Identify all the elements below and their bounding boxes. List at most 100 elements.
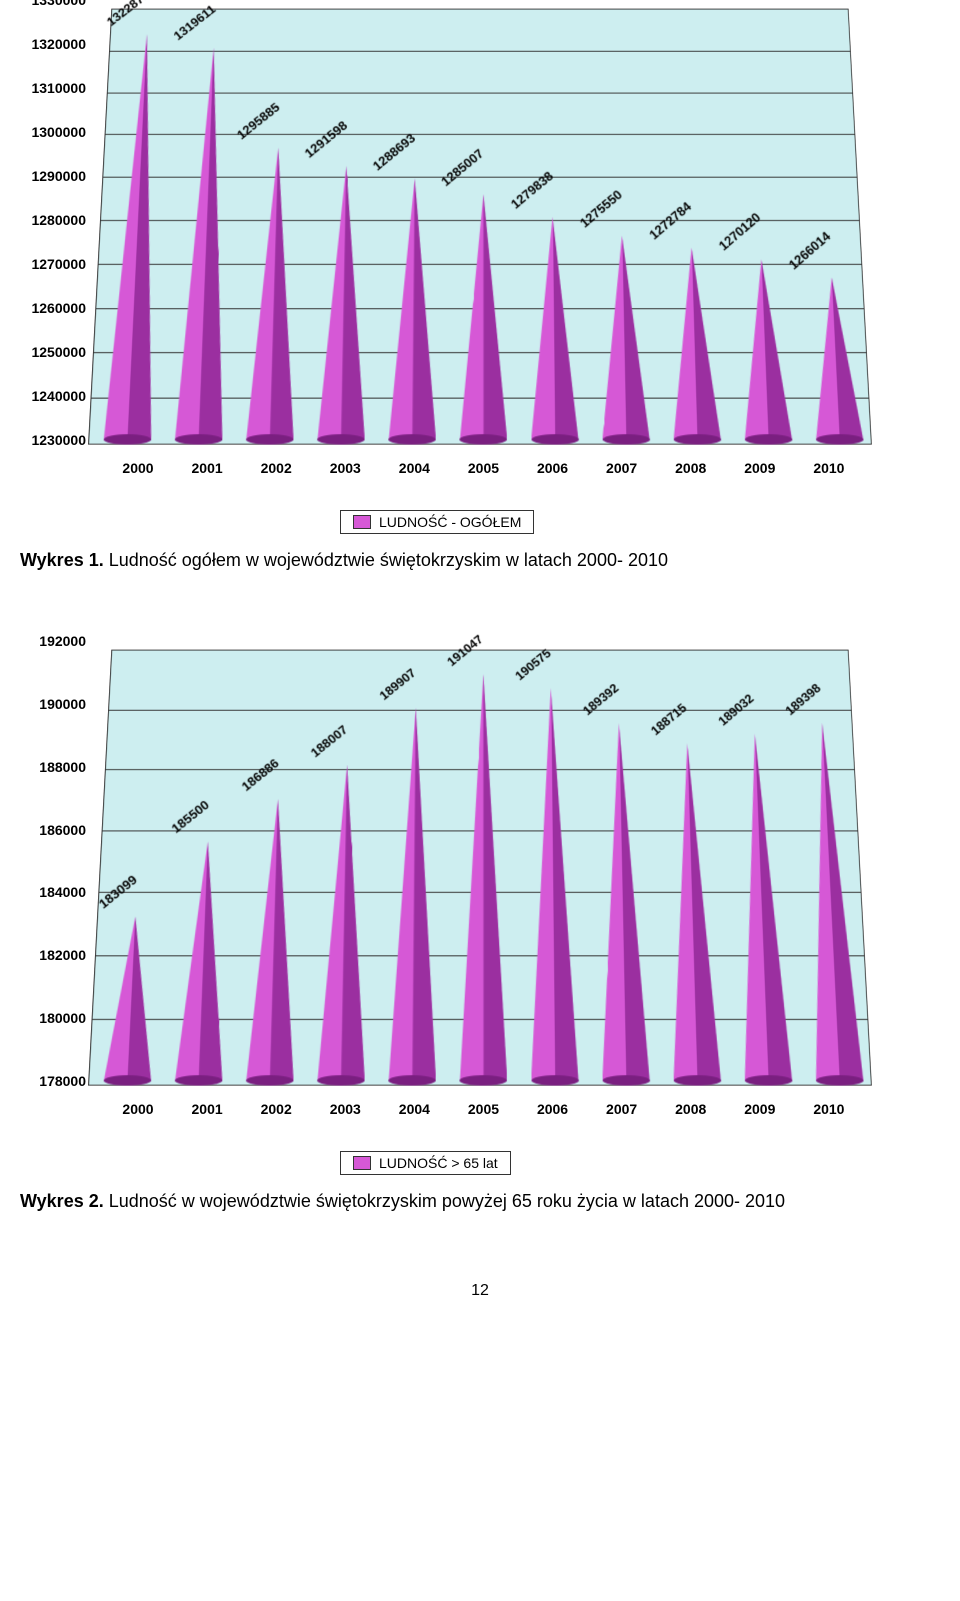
cone-value-label: 190575 <box>512 646 554 683</box>
x-tick-label: 2009 <box>744 1101 775 1117</box>
x-tick-label: 2001 <box>192 1101 223 1117</box>
chart2-caption-text: Ludność w województwie świętokrzyskim po… <box>104 1191 785 1211</box>
gridline <box>106 769 854 770</box>
x-tick-label: 2007 <box>606 1101 637 1117</box>
chart-ludnosc-65: 178000 180000 182000 184000 186000 188000 1900… <box>20 641 870 1141</box>
cone-value-label: 1291598 <box>302 118 350 161</box>
cone-value-label: 1285007 <box>439 146 487 189</box>
x-tick-label: 2002 <box>261 1101 292 1117</box>
x-tick-label: 2004 <box>399 460 430 476</box>
cone-value-label: 1275550 <box>577 187 625 230</box>
chart2-cones: 1830991855001868861880071899071910471905… <box>88 650 872 1086</box>
y-tick-label: 1310000 <box>31 80 86 96</box>
chart1-legend-swatch <box>353 515 371 529</box>
cone-bar: 1285007 <box>460 190 507 444</box>
cone-bar: 1295885 <box>246 144 301 445</box>
gridline <box>108 92 852 93</box>
cone-bar: 1266014 <box>808 273 863 444</box>
x-tick-label: 2008 <box>675 460 706 476</box>
y-tick-label: 1240000 <box>31 388 86 404</box>
page-number: 12 <box>20 1282 940 1300</box>
cone-value-label: 188715 <box>647 701 689 738</box>
x-tick-label: 2006 <box>537 1101 568 1117</box>
cone-bar: 1272784 <box>668 244 721 445</box>
x-tick-label: 2009 <box>744 460 775 476</box>
cone-bar: 183099 <box>103 913 158 1086</box>
chart1-plot: 1322879 1319611 1295885 1291598 1288693 12850… <box>100 0 860 440</box>
x-tick-label: 2000 <box>122 460 153 476</box>
y-tick-label: 178000 <box>39 1073 86 1089</box>
x-tick-label: 2004 <box>399 1101 430 1117</box>
cone-value-label: 189392 <box>579 681 621 718</box>
cone-value-label: 1270120 <box>715 210 763 254</box>
cone-bar: 188715 <box>665 740 722 1086</box>
cone-value-label: 186886 <box>239 755 282 793</box>
cone-value-label: 1266014 <box>786 228 834 272</box>
chart1-caption-lead: Wykres 1. <box>20 550 104 570</box>
y-tick-label: 1260000 <box>31 300 86 316</box>
cone-value-label: 1288693 <box>370 130 418 173</box>
x-tick-label: 2007 <box>606 460 637 476</box>
x-tick-label: 2010 <box>813 460 844 476</box>
chart2-legend-label: LUDNOŚĆ > 65 lat <box>379 1155 498 1171</box>
x-tick-label: 2008 <box>675 1101 706 1117</box>
y-tick-label: 182000 <box>39 947 86 963</box>
y-tick-label: 180000 <box>39 1010 86 1026</box>
cone-value-label: 1322879 <box>104 0 152 29</box>
cone-value-label: 1279838 <box>507 168 555 211</box>
chart1-caption-text: Ludność ogółem w województwie świętokrzy… <box>104 550 668 570</box>
cone-bar: 1319611 <box>175 44 237 445</box>
chart1-y-axis-labels: 1230000124000012500001260000127000012800… <box>20 0 92 440</box>
y-tick-label: 190000 <box>39 696 86 712</box>
chart1-legend-label: LUDNOŚĆ - OGÓŁEM <box>379 514 521 530</box>
chart2-legend: LUDNOŚĆ > 65 lat <box>340 1151 511 1175</box>
y-tick-label: 188000 <box>39 759 86 775</box>
y-tick-label: 1290000 <box>31 168 86 184</box>
x-tick-label: 2006 <box>537 460 568 476</box>
x-tick-label: 2003 <box>330 1101 361 1117</box>
cone-bar: 190575 <box>528 684 578 1086</box>
gridline <box>109 709 851 710</box>
cone-value-label: 189398 <box>782 680 823 717</box>
gridline <box>110 51 850 52</box>
chart2-x-axis-labels: 2000 2001 2002 2003 2004 2005 2006 2007 2008 2009… <box>100 1101 860 1121</box>
chart2-y-axis-labels: 1780001800001820001840001860001880001900… <box>20 641 92 1081</box>
cone-bar: 189392 <box>596 719 650 1085</box>
cone-value-label: 1319611 <box>171 2 218 43</box>
y-tick-label: 184000 <box>39 884 86 900</box>
cone-value-label: 189907 <box>377 665 419 702</box>
cone-bar: 1279838 <box>529 213 578 445</box>
cone-value-label: 1272784 <box>646 199 694 243</box>
gridline <box>106 134 855 135</box>
x-tick-label: 2005 <box>468 1101 499 1117</box>
y-tick-label: 1330000 <box>31 0 86 8</box>
cone-bar: 189398 <box>799 719 863 1086</box>
y-tick-label: 186000 <box>39 822 86 838</box>
chart1-legend: LUDNOŚĆ - OGÓŁEM <box>340 510 534 534</box>
chart2-legend-swatch <box>353 1156 371 1170</box>
chart2-caption-lead: Wykres 2. <box>20 1191 104 1211</box>
cone-bar: 188007 <box>317 761 370 1086</box>
y-tick-label: 1280000 <box>31 212 86 228</box>
gridline <box>103 830 858 831</box>
y-tick-label: 192000 <box>39 633 86 649</box>
chart-ludnosc-ogolem: 1230000124000012500001260000127000012800… <box>20 0 870 500</box>
x-tick-label: 2010 <box>813 1101 844 1117</box>
x-tick-label: 2001 <box>192 460 223 476</box>
chart1-x-axis-labels: 2000200120022003200420052006200720082009… <box>100 460 860 480</box>
chart1-caption: Wykres 1. Ludność ogółem w województwie … <box>20 550 940 571</box>
x-tick-label: 2000 <box>122 1101 153 1117</box>
y-tick-label: 1300000 <box>31 124 86 140</box>
cone-value-label: 191047 <box>444 632 486 669</box>
cone-value-label: 188007 <box>308 722 350 760</box>
cone-bar: 1270120 <box>738 255 792 444</box>
cone-bar: 189907 <box>389 704 439 1086</box>
y-tick-label: 1230000 <box>31 432 86 448</box>
chart2-plot: 1830991855001868861880071899071910471905… <box>100 641 860 1081</box>
cone-bar: 185500 <box>175 838 231 1086</box>
cone-bar: 1291598 <box>317 162 369 445</box>
chart1-cones: 1322879131961112958851291598128869312850… <box>88 9 872 445</box>
y-tick-label: 1320000 <box>31 36 86 52</box>
cone-value-label: 1295885 <box>234 100 282 142</box>
cone-bar: 189032 <box>732 730 792 1086</box>
